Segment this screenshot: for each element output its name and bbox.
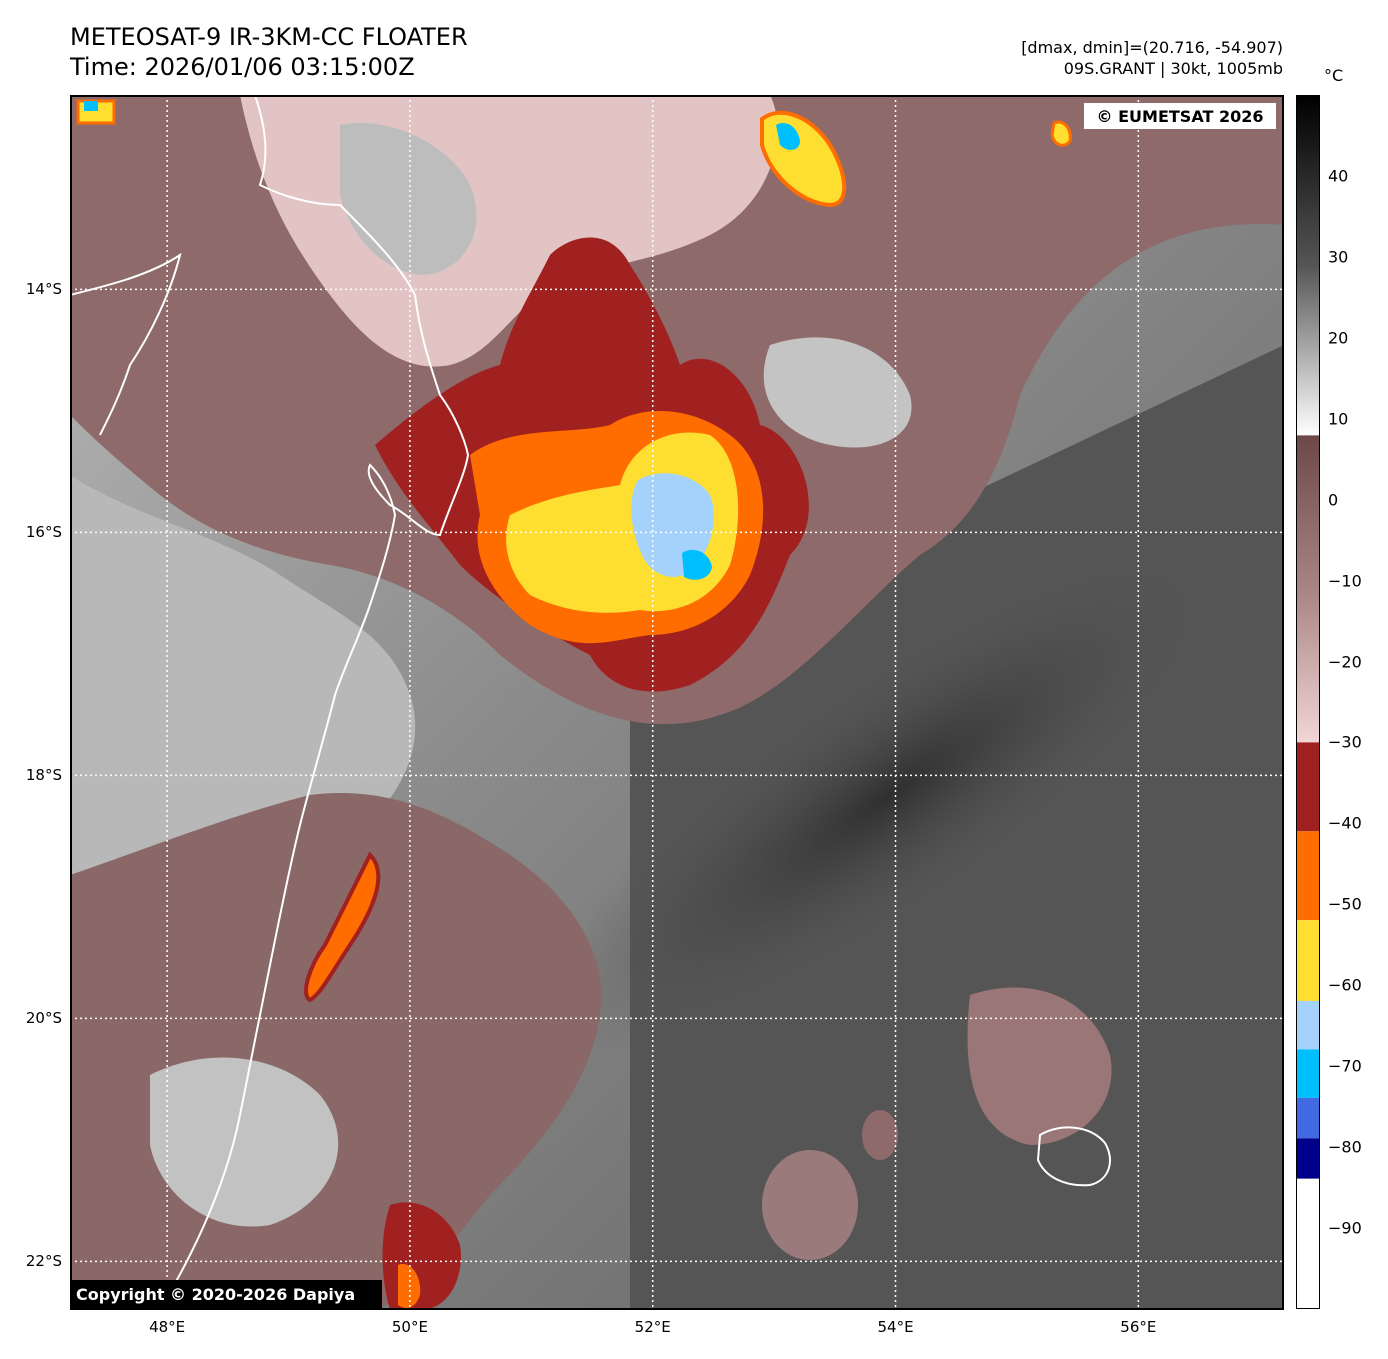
- lon-label: 54°E: [877, 1318, 914, 1336]
- colorbar-band-warm: [1297, 96, 1319, 436]
- colorbar-tick-label: −90: [1328, 1218, 1362, 1238]
- colorbar-tick-label: −20: [1328, 652, 1362, 672]
- eumetsat-credit: © EUMETSAT 2026: [1097, 107, 1264, 126]
- colorbar-band-royalblue: [1297, 1097, 1319, 1139]
- cold-cloud-northeast-edge: [760, 110, 847, 208]
- colorbar-band-yellow: [1297, 920, 1319, 1001]
- lat-label: 20°S: [25, 1009, 62, 1028]
- satellite-map: © EUMETSAT 2026 Copyright © 2020-2026 Da…: [70, 95, 1284, 1310]
- lat-label: 14°S: [25, 280, 62, 299]
- colorbar-band-cyan: [1297, 1049, 1319, 1098]
- convective-cell-bottom-orange: [398, 1264, 421, 1308]
- cold-cloud-northeast-blue: [776, 122, 800, 150]
- colorbar-band-darkred: [1297, 742, 1319, 832]
- colorbar-tick-label: 40: [1328, 166, 1349, 186]
- lon-label: 50°E: [391, 1318, 428, 1336]
- lon-label: 52°E: [634, 1318, 671, 1336]
- eumetsat-credit-box: © EUMETSAT 2026: [1084, 103, 1276, 129]
- brown-cloud-small: [862, 1110, 898, 1160]
- reunion-island-outline: [1036, 1126, 1111, 1187]
- colorbar-tick-label: 10: [1328, 409, 1349, 429]
- colorbar-tick-label: −10: [1328, 571, 1362, 591]
- colorbar-tick-label: 30: [1328, 247, 1349, 267]
- colorbar-tick-label: −40: [1328, 813, 1362, 833]
- range-info: [dmax, dmin]=(20.716, -54.907): [1021, 38, 1283, 57]
- lat-label: 16°S: [25, 523, 62, 542]
- grey-cloud-south: [150, 1057, 339, 1227]
- colorbar-tick-label: 20: [1328, 328, 1349, 348]
- colorbar-band-lightblue: [1297, 1000, 1319, 1050]
- coastline-west: [70, 252, 182, 436]
- brown-cloud-southeast: [967, 987, 1112, 1145]
- lat-label: 22°S: [25, 1252, 62, 1271]
- cold-cloud-north-small: [1050, 120, 1072, 147]
- brown-cloud-reunion: [762, 1150, 858, 1260]
- colorbar-tick-label: −70: [1328, 1056, 1362, 1076]
- colorbar-bands: [1297, 96, 1319, 1308]
- colorbar-tick-label: −60: [1328, 975, 1362, 995]
- lon-label: 48°E: [149, 1318, 186, 1336]
- dark-dry-band: [539, 534, 1241, 1056]
- cold-shield-cyan: [682, 549, 712, 580]
- chart-title: METEOSAT-9 IR-3KM-CC FLOATER: [70, 23, 468, 51]
- coastline: [159, 95, 470, 1310]
- colorbar-tick-label: −80: [1328, 1137, 1362, 1157]
- timestamp: Time: 2026/01/06 03:15:00Z: [70, 53, 415, 81]
- colorbar-band-orange: [1297, 831, 1319, 921]
- cold-cloud-nw-blue: [84, 101, 98, 111]
- convective-line-south: [304, 851, 381, 1003]
- grid-lines: [70, 95, 1284, 1310]
- grey-cloud-east: [763, 337, 912, 448]
- grey-cloud-patch: [340, 123, 477, 275]
- temperature-colorbar: [1296, 95, 1320, 1309]
- colorbar-tick-label: −30: [1328, 732, 1362, 752]
- lon-label: 56°E: [1120, 1318, 1157, 1336]
- dapiya-credit: Copyright © 2020-2026 Dapiya: [76, 1285, 355, 1304]
- colorbar-tick-label: −50: [1328, 894, 1362, 914]
- map-frame: [70, 95, 1284, 1310]
- colorbar-band-verycold: [1297, 1178, 1319, 1308]
- colorbar-band-navy: [1297, 1138, 1319, 1179]
- lat-label: 18°S: [25, 766, 62, 785]
- colorbar-tick-label: 0: [1328, 490, 1339, 510]
- storm-info: 09S.GRANT | 30kt, 1005mb: [1063, 59, 1283, 78]
- colorbar-band-brown: [1297, 435, 1319, 743]
- dapiya-credit-box: Copyright © 2020-2026 Dapiya: [70, 1280, 382, 1309]
- colorbar-unit: °C: [1324, 66, 1344, 85]
